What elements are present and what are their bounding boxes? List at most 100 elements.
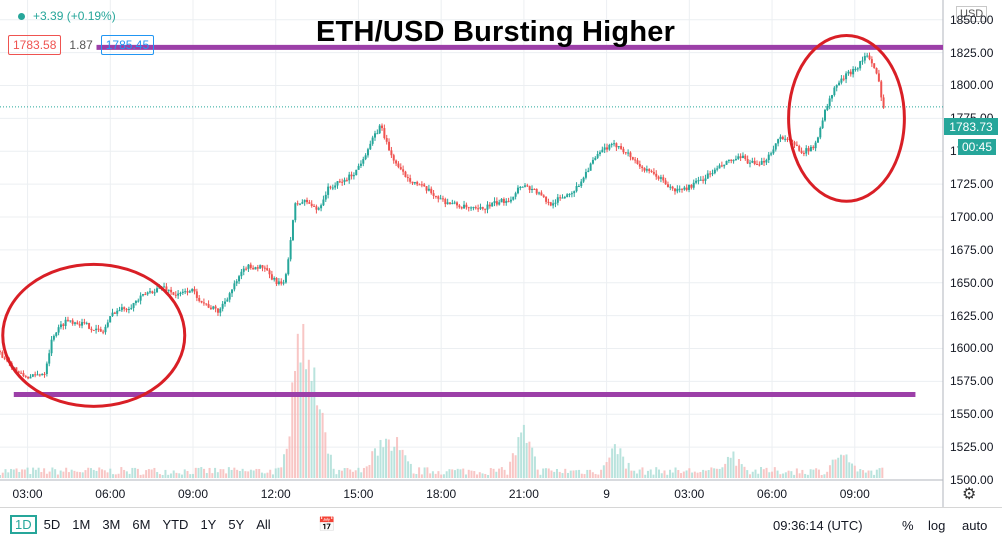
candle-body xyxy=(62,324,65,326)
candle-body xyxy=(800,150,803,153)
candle-body xyxy=(516,187,519,194)
period-ytd-button[interactable]: YTD xyxy=(162,517,189,532)
candle-body xyxy=(0,351,1,353)
volume-bar xyxy=(765,467,768,478)
candle-body xyxy=(610,143,613,146)
period-all-button[interactable]: All xyxy=(256,517,271,532)
volume-bar xyxy=(470,470,473,478)
last-price-label: 1783.73 xyxy=(944,118,998,135)
volume-bar xyxy=(283,454,286,478)
candle-body xyxy=(542,195,545,197)
candle-body xyxy=(3,357,6,359)
candle-body xyxy=(310,203,313,206)
candle-body xyxy=(814,142,817,149)
volume-bar xyxy=(646,470,649,478)
volume-bar xyxy=(831,459,834,478)
currency-button[interactable]: USD xyxy=(956,6,988,22)
volume-bar xyxy=(567,472,570,478)
candle-body xyxy=(420,184,423,186)
volume-bar xyxy=(150,469,153,478)
volume-bar xyxy=(10,468,13,478)
candle-body xyxy=(652,172,655,174)
candle-body xyxy=(362,159,365,164)
volume-bar xyxy=(520,432,523,478)
volume-bar xyxy=(101,469,104,478)
log-scale-button[interactable]: log xyxy=(928,518,946,533)
candle-body xyxy=(294,203,297,221)
candle-body xyxy=(209,307,212,309)
candle-body xyxy=(357,165,360,170)
candle-body xyxy=(20,372,23,374)
candle-body xyxy=(467,207,470,209)
candle-body xyxy=(418,184,421,186)
volume-bar xyxy=(114,474,117,478)
volume-bar xyxy=(203,468,206,478)
volume-bar xyxy=(393,446,396,478)
sell-price-button[interactable]: 1783.58 xyxy=(8,35,62,55)
candle-body xyxy=(673,188,676,192)
volume-bar xyxy=(456,468,459,478)
volume-bar xyxy=(881,467,884,478)
candle-body xyxy=(877,73,880,82)
volume-bar xyxy=(271,474,274,478)
volume-bar xyxy=(131,467,134,478)
volume-bar xyxy=(387,439,390,478)
volume-bar xyxy=(200,467,203,478)
utc-clock[interactable]: 09:36:14 (UTC) xyxy=(773,518,863,533)
candle-body xyxy=(432,193,435,196)
candle-body xyxy=(681,188,684,190)
candle-body xyxy=(252,267,255,270)
candle-body xyxy=(617,146,620,148)
candle-body xyxy=(751,160,754,163)
period-1m-button[interactable]: 1M xyxy=(72,517,91,532)
candle-body xyxy=(430,188,433,194)
buy-price-button[interactable]: 1785.45 xyxy=(100,35,155,55)
volume-bar xyxy=(873,474,876,478)
gear-icon[interactable]: ⚙ xyxy=(962,486,977,503)
volume-bar xyxy=(746,470,749,478)
candle-body xyxy=(716,168,719,170)
chart-area[interactable] xyxy=(0,0,1002,507)
volume-bar xyxy=(729,457,732,478)
volume-bar xyxy=(175,472,178,478)
candle-body xyxy=(535,189,538,194)
candle-body xyxy=(383,128,386,139)
volume-bar xyxy=(487,474,490,478)
period-5d-button[interactable]: 5D xyxy=(43,517,61,532)
period-6m-button[interactable]: 6M xyxy=(132,517,151,532)
candle-body xyxy=(821,120,824,128)
volume-bar xyxy=(837,457,840,478)
candle-body xyxy=(849,71,852,75)
period-1y-button[interactable]: 1Y xyxy=(200,517,217,532)
candle-body xyxy=(88,323,91,329)
candle-body xyxy=(486,204,489,210)
candle-body xyxy=(540,192,543,196)
percent-scale-button[interactable]: % xyxy=(902,518,914,533)
volume-bar xyxy=(467,469,470,478)
volume-bar xyxy=(812,469,815,478)
calendar-range-icon[interactable]: 📅 xyxy=(318,516,336,532)
auto-scale-button[interactable]: auto xyxy=(962,518,988,533)
candle-body xyxy=(395,160,398,164)
candle-body xyxy=(784,138,787,140)
volume-bar xyxy=(476,474,479,478)
volume-bar xyxy=(572,470,575,478)
candle-body xyxy=(317,208,320,210)
volume-bar xyxy=(713,468,716,478)
candle-body xyxy=(582,177,585,182)
candle-body xyxy=(725,160,728,165)
candle-body xyxy=(50,339,53,354)
volume-bar xyxy=(798,473,801,478)
period-3m-button[interactable]: 3M xyxy=(102,517,121,532)
candle-body xyxy=(533,188,536,190)
period-5y-button[interactable]: 5Y xyxy=(228,517,245,532)
volume-bar xyxy=(682,471,685,478)
volume-bar xyxy=(324,432,327,478)
candle-body xyxy=(793,142,796,145)
volume-bar xyxy=(691,472,694,478)
period-1d-button[interactable]: 1D xyxy=(10,515,37,534)
candle-body xyxy=(90,328,93,330)
candle-body xyxy=(132,303,135,308)
volume-bar xyxy=(302,323,305,478)
volume-bar xyxy=(373,448,376,478)
